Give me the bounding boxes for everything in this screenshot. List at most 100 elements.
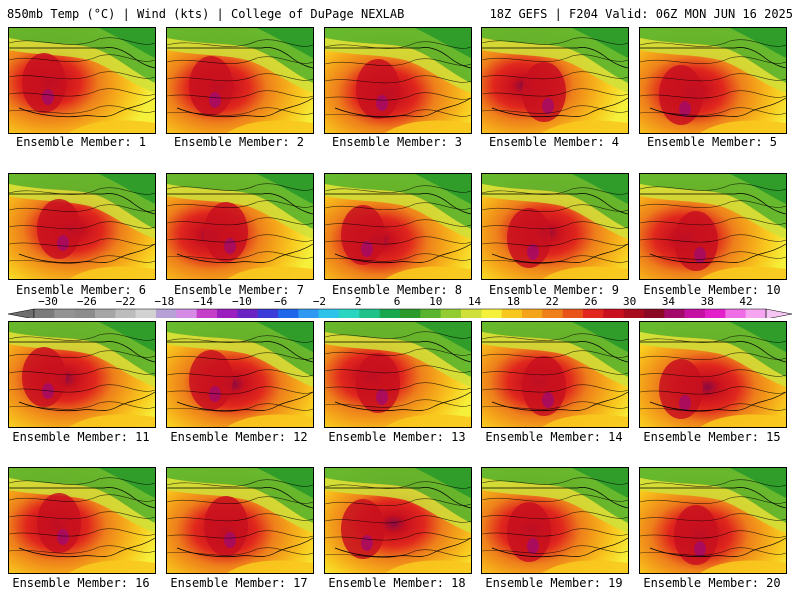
- cold-airmass: [415, 468, 471, 498]
- wind-contour: [482, 528, 628, 537]
- border-line: [482, 487, 628, 509]
- extreme-heat-spot: [376, 95, 388, 111]
- wind-contour: [167, 107, 313, 116]
- ensemble-member-map: [639, 467, 787, 574]
- border-line: [325, 487, 471, 509]
- ensemble-member-map: [481, 467, 629, 574]
- cold-airmass: [257, 28, 313, 58]
- gulf-region: [227, 560, 313, 573]
- wind-contour: [482, 187, 628, 195]
- wind-contour: [482, 333, 628, 341]
- wind-contour: [9, 221, 155, 230]
- colorbar-swatch: [257, 309, 279, 318]
- extreme-heat-spot: [542, 392, 554, 408]
- wind-contour: [325, 202, 471, 211]
- wind-contour: [325, 109, 471, 118]
- extreme-heat-spot: [209, 92, 221, 108]
- colorbar-swatch: [705, 309, 726, 318]
- wind-contour: [640, 217, 786, 226]
- colorbar-tick-label: 22: [545, 295, 559, 308]
- colorbar-swatch: [156, 309, 177, 318]
- cold-airmass: [572, 28, 628, 58]
- wind-contour: [640, 90, 786, 99]
- colorbar-tick-label: −2: [312, 295, 327, 308]
- wind-contour: [640, 73, 786, 82]
- wind-contour: [640, 56, 786, 65]
- wind-contour: [167, 352, 313, 361]
- cool-airmass: [9, 174, 155, 229]
- heat-core: [356, 353, 400, 413]
- cold-airmass: [99, 28, 155, 58]
- border-line: [640, 193, 786, 215]
- ensemble-member-map: [481, 27, 629, 134]
- wind-contour: [325, 382, 471, 391]
- gulf-region: [542, 414, 628, 427]
- ensemble-member-label: Ensemble Member: 11: [12, 430, 150, 444]
- mild-band: [325, 184, 471, 239]
- gulf-region: [69, 266, 155, 279]
- border-line: [640, 341, 786, 363]
- cool-airmass: [640, 468, 786, 523]
- extreme-heat-spot: [527, 538, 539, 554]
- wind-contour: [167, 234, 313, 243]
- heat-core: [522, 356, 566, 416]
- colorbar-swatch: [562, 309, 584, 318]
- extreme-heat-spot: [224, 238, 236, 254]
- gulf-region: [700, 560, 786, 573]
- wind-contour: [9, 333, 155, 341]
- cold-airmass: [730, 174, 786, 204]
- wind-contour: [640, 530, 786, 539]
- mild-band: [167, 38, 313, 93]
- wind-contour: [9, 528, 155, 537]
- cool-airmass: [9, 322, 155, 377]
- wind-contour: [640, 352, 786, 361]
- coast-line: [18, 243, 155, 264]
- cold-airmass: [257, 322, 313, 352]
- wind-contour: [482, 367, 628, 376]
- cool-airmass: [482, 174, 628, 229]
- colorbar-swatch: [684, 309, 706, 318]
- wind-contour: [325, 58, 471, 67]
- heat-core: [189, 56, 233, 116]
- cold-airmass: [572, 174, 628, 204]
- coast-line: [649, 537, 786, 558]
- mild-band: [640, 478, 786, 533]
- cold-airmass: [730, 468, 786, 498]
- mild-band: [325, 38, 471, 93]
- wind-contour: [9, 238, 155, 247]
- gulf-region: [385, 266, 471, 279]
- heat-core: [659, 359, 703, 419]
- colorbar-swatch: [278, 309, 299, 318]
- wind-contour: [167, 479, 313, 487]
- ensemble-member-label: Ensemble Member: 4: [488, 135, 620, 149]
- gulf-region: [700, 266, 786, 279]
- colorbar-swatch: [74, 309, 96, 318]
- wind-contour: [482, 477, 628, 485]
- ensemble-member-label: Ensemble Member: 20: [643, 576, 781, 590]
- border-line: [640, 47, 786, 69]
- wind-contour: [325, 185, 471, 193]
- extreme-heat-spot: [376, 389, 388, 405]
- wind-contour: [640, 183, 786, 191]
- border-line: [9, 193, 155, 215]
- extreme-heat-spot: [694, 247, 706, 263]
- mild-band: [325, 332, 471, 387]
- heat-core: [659, 65, 703, 125]
- gulf-region: [385, 120, 471, 133]
- wind-contour: [482, 105, 628, 114]
- wind-contour: [9, 384, 155, 393]
- extreme-heat-spot: [679, 395, 691, 411]
- wind-contour: [325, 532, 471, 541]
- heat-core: [674, 211, 718, 271]
- border-line: [482, 341, 628, 363]
- ensemble-member-map: [324, 467, 472, 574]
- gulf-region: [542, 560, 628, 573]
- ensemble-member-label: Ensemble Member: 17: [170, 576, 308, 590]
- cool-airmass: [325, 468, 471, 523]
- coast-line: [176, 391, 313, 412]
- ensemble-member-map: [8, 467, 156, 574]
- cold-airmass: [257, 468, 313, 498]
- cool-airmass: [482, 322, 628, 377]
- wind-contour: [325, 498, 471, 507]
- heat-core: [37, 199, 81, 259]
